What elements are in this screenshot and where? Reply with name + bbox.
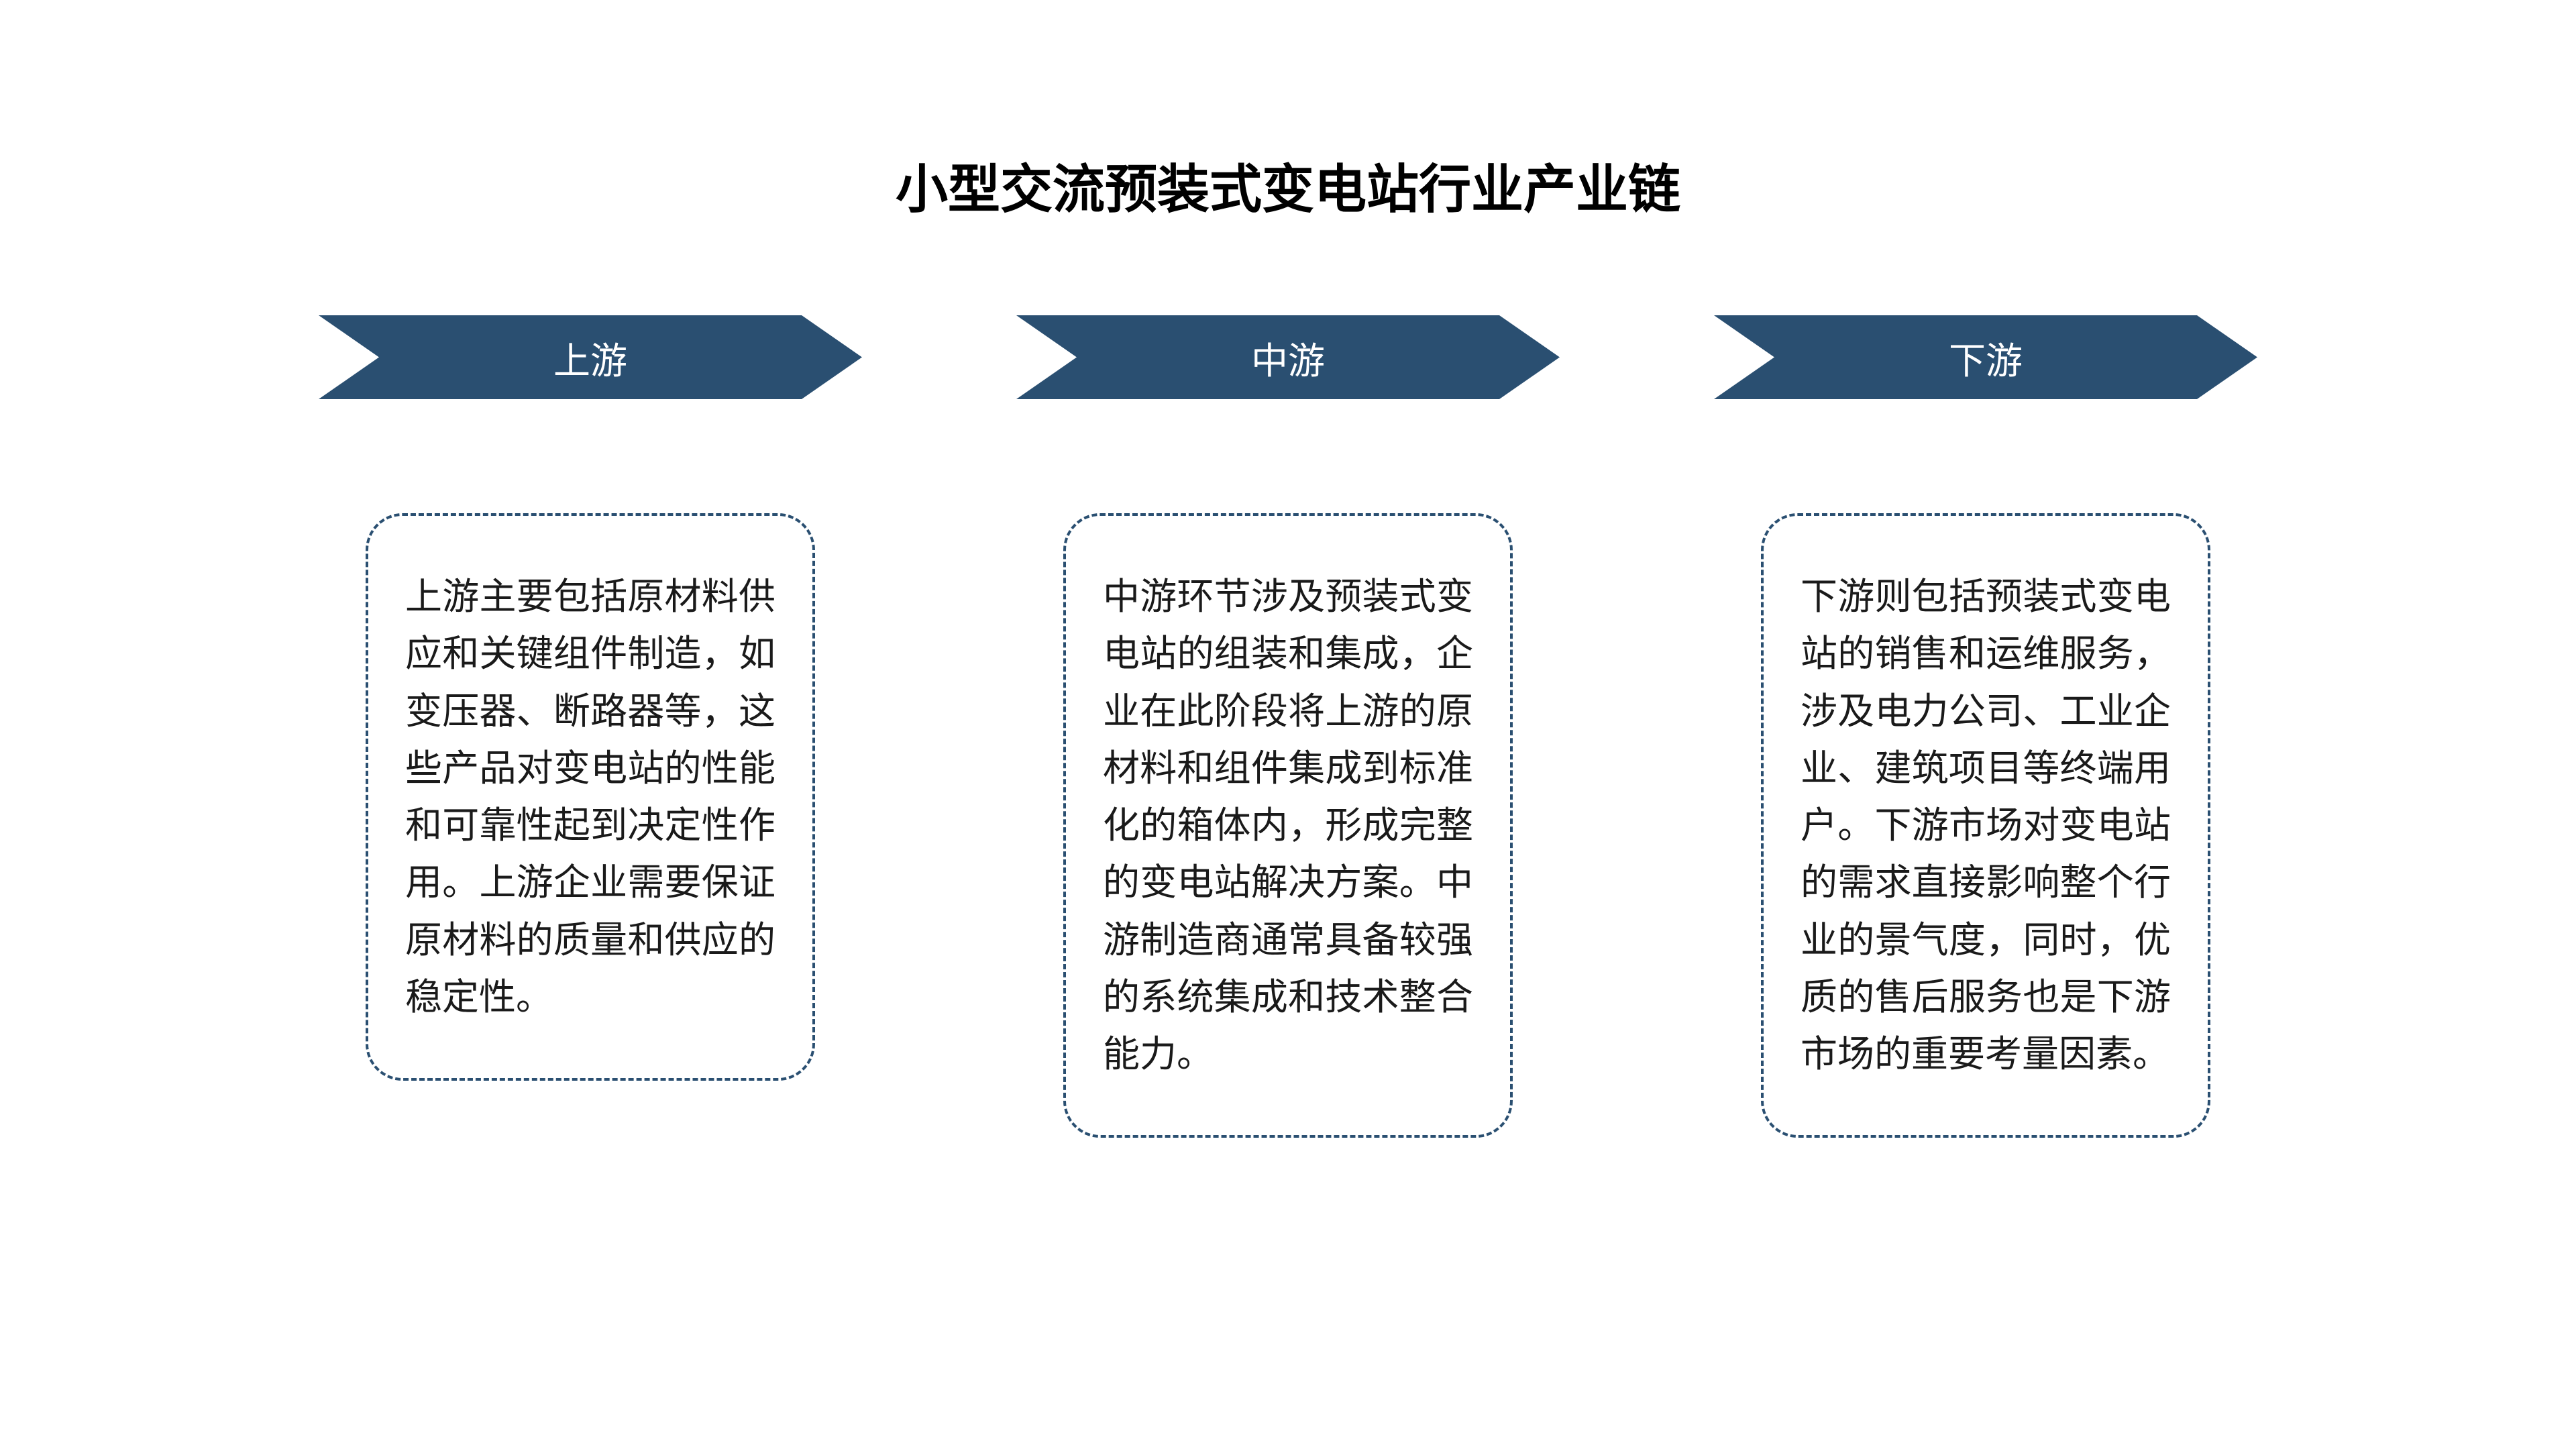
columns-container: 上游 上游主要包括原材料供应和关键组件制造，如变压器、断路器等，这些产品对变电站…	[319, 315, 2257, 1138]
arrow-banner-upstream: 上游	[319, 315, 862, 399]
banner-label-downstream: 下游	[1949, 331, 2023, 384]
desc-box-downstream: 下游则包括预装式变电站的销售和运维服务，涉及电力公司、工业企业、建筑项目等终端用…	[1761, 513, 2210, 1138]
column-downstream: 下游 下游则包括预装式变电站的销售和运维服务，涉及电力公司、工业企业、建筑项目等…	[1714, 315, 2257, 1138]
desc-box-midstream: 中游环节涉及预装式变电站的组装和集成，企业在此阶段将上游的原材料和组件集成到标准…	[1063, 513, 1513, 1138]
column-midstream: 中游 中游环节涉及预装式变电站的组装和集成，企业在此阶段将上游的原材料和组件集成…	[1016, 315, 1560, 1138]
banner-label-upstream: 上游	[553, 331, 627, 384]
arrow-banner-downstream: 下游	[1714, 315, 2257, 399]
arrow-banner-midstream: 中游	[1016, 315, 1560, 399]
desc-text-midstream: 中游环节涉及预装式变电站的组装和集成，企业在此阶段将上游的原材料和组件集成到标准…	[1103, 568, 1473, 1083]
banner-label-midstream: 中游	[1251, 331, 1325, 384]
page-title: 小型交流预装式变电站行业产业链	[896, 148, 1680, 223]
column-upstream: 上游 上游主要包括原材料供应和关键组件制造，如变压器、断路器等，这些产品对变电站…	[319, 315, 862, 1138]
desc-box-upstream: 上游主要包括原材料供应和关键组件制造，如变压器、断路器等，这些产品对变电站的性能…	[366, 513, 815, 1081]
desc-text-upstream: 上游主要包括原材料供应和关键组件制造，如变压器、断路器等，这些产品对变电站的性能…	[405, 568, 775, 1026]
desc-text-downstream: 下游则包括预装式变电站的销售和运维服务，涉及电力公司、工业企业、建筑项目等终端用…	[1801, 568, 2171, 1083]
